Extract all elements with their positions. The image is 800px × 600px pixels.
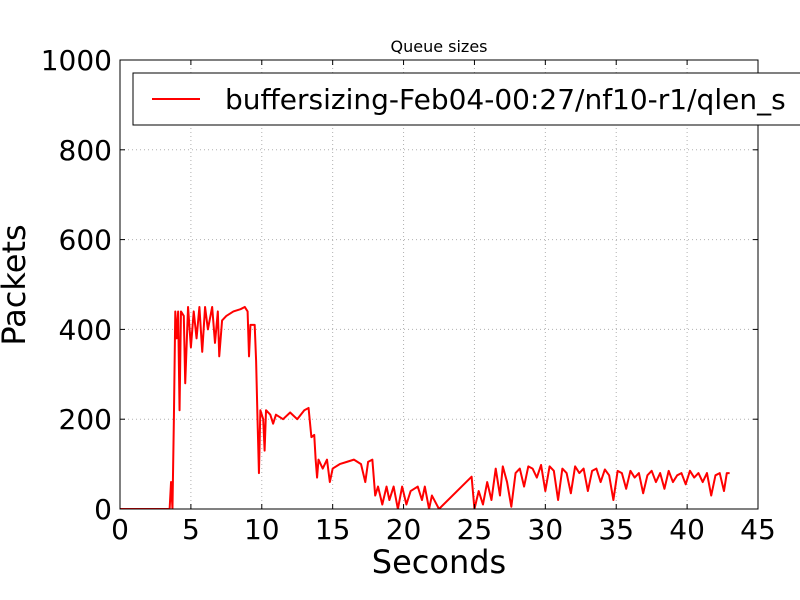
x-tick-label: 0 (111, 513, 129, 546)
y-tick-label: 600 (59, 224, 112, 257)
x-tick-label: 35 (598, 513, 634, 546)
data-line (120, 305, 730, 509)
x-tick-label: 30 (528, 513, 564, 546)
axes-frame (119, 59, 759, 510)
x-tick-label: 45 (740, 513, 776, 546)
x-tick-label: 25 (457, 513, 493, 546)
x-tick-label: 15 (315, 513, 351, 546)
x-axis-label: Seconds (372, 543, 506, 581)
y-tick-label: 800 (59, 134, 112, 167)
y-tick-label: 400 (59, 313, 112, 346)
legend-box (132, 72, 800, 126)
plot-area (120, 305, 730, 509)
x-tick-label: 20 (386, 513, 422, 546)
ticks: 0 200 400 600 800 1000 0 5 10 15 20 25 30 35 40 45 (41, 44, 776, 546)
legend: buffersizing-Feb04-00:27/nf10-r1/qlen_s (132, 72, 800, 126)
legend-label: buffersizing-Feb04-00:27/nf10-r1/qlen_s (225, 83, 786, 116)
chart-title: Queue sizes (390, 37, 487, 56)
x-tick-label: 10 (244, 513, 280, 546)
y-tick-label: 200 (59, 403, 112, 436)
y-tick-label: 1000 (41, 44, 112, 77)
y-tick-label: 0 (94, 493, 112, 526)
y-axis-label: Packets (0, 224, 33, 345)
x-tick-label: 40 (669, 513, 705, 546)
x-tick-label: 5 (182, 513, 200, 546)
